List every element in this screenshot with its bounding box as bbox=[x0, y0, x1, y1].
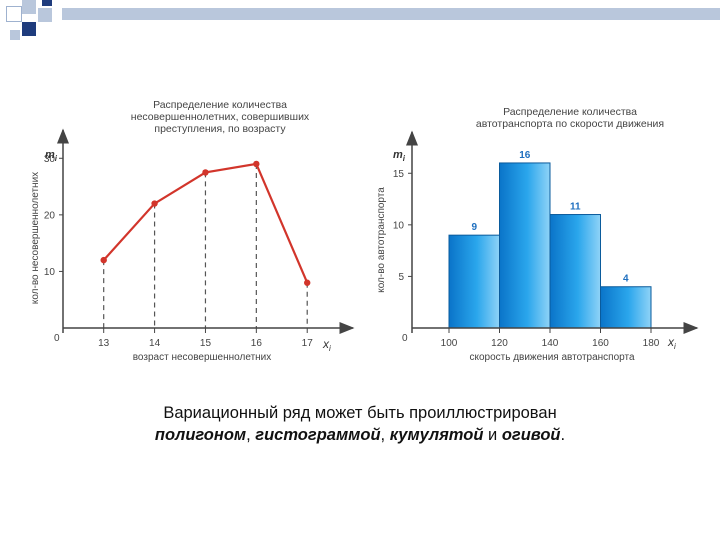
caption-term-cumulate: кумулятой bbox=[389, 426, 484, 444]
chart1-x-symbol: xi bbox=[322, 337, 331, 353]
caption-line-1: Вариационный ряд может быть проиллюстрир… bbox=[163, 404, 557, 422]
decor-top-bar bbox=[62, 8, 720, 20]
chart1-y-tick-label: 20 bbox=[44, 210, 56, 221]
chart2-y-tick-label: 5 bbox=[398, 272, 404, 283]
chart1-y-tick-label: 10 bbox=[44, 267, 56, 278]
chart2-y-symbol-sub: i bbox=[403, 154, 406, 163]
chart2-x-tick-label: 180 bbox=[643, 338, 660, 349]
chart2-title-line: Распределение количества bbox=[503, 106, 637, 118]
slide-caption: Вариационный ряд может быть проиллюстрир… bbox=[0, 402, 720, 446]
decor-square-2 bbox=[22, 0, 36, 14]
chart2-bar bbox=[448, 234, 500, 329]
caption-separator: и bbox=[483, 426, 502, 444]
chart1-data-point bbox=[304, 279, 311, 286]
caption-term-ogive: огивой bbox=[501, 426, 561, 444]
chart2-x-tick-label: 120 bbox=[491, 338, 508, 349]
decor-square-5 bbox=[10, 30, 20, 40]
chart1-xlabel: возраст несовершеннолетних bbox=[133, 352, 272, 363]
chart2-bar bbox=[549, 214, 601, 329]
caption-term-polygon: полигоном bbox=[154, 426, 247, 444]
chart2-x-symbol-sub: i bbox=[674, 342, 676, 351]
chart1-title-line: несовершеннолетних, совершивших bbox=[130, 111, 310, 123]
decor-square-4 bbox=[22, 22, 36, 36]
chart2-bar-value-label: 16 bbox=[519, 150, 531, 161]
chart2-x-tick-label: 160 bbox=[592, 338, 609, 349]
decor-square-1 bbox=[6, 6, 22, 22]
chart2-bar-value-label: 4 bbox=[623, 274, 629, 285]
chart1-title-line: преступления, по возрасту bbox=[154, 123, 286, 135]
caption-period: . bbox=[560, 426, 566, 444]
chart2-xlabel: скорость движения автотранспорта bbox=[469, 352, 635, 363]
chart1-x-tick-label: 13 bbox=[98, 338, 110, 349]
chart2-bar-value-label: 9 bbox=[471, 222, 477, 233]
chart2-x-symbol-main: x bbox=[667, 335, 675, 349]
chart1-x-tick-label: 16 bbox=[251, 338, 263, 349]
chart1-data-point bbox=[202, 169, 209, 176]
chart1-y-symbol-sub: i bbox=[55, 154, 58, 163]
chart1-x-symbol-sub: i bbox=[329, 344, 331, 353]
decor-square-3 bbox=[38, 8, 52, 22]
chart2-x-tick-label: 100 bbox=[441, 338, 458, 349]
chart1-y-tick-label: 30 bbox=[44, 154, 56, 165]
chart2-y-tick-label: 15 bbox=[393, 169, 405, 180]
caption-term-histogram: гистограммой bbox=[255, 426, 381, 444]
caption-separator: , bbox=[246, 426, 256, 444]
chart1-data-point bbox=[253, 160, 260, 168]
chart2-bar bbox=[499, 162, 551, 329]
chart1-title-line: Распределение количества bbox=[153, 99, 287, 111]
chart1-data-point bbox=[151, 200, 158, 207]
chart2-ylabel: кол-во автотранспорта bbox=[376, 187, 387, 293]
chart2-x-symbol: xi bbox=[667, 335, 676, 351]
chart1-ylabel: кол-во несовершеннолетних bbox=[30, 172, 41, 304]
chart1-title: Распределение количества несовершеннолет… bbox=[120, 99, 320, 135]
chart2-origin-label: 0 bbox=[402, 333, 408, 344]
chart2-x-tick-label: 140 bbox=[542, 338, 559, 349]
chart1-x-tick-label: 14 bbox=[149, 338, 161, 349]
chart2-title-line: автотранспорта по скорости движения bbox=[475, 118, 665, 130]
caption-separator: , bbox=[380, 426, 390, 444]
chart1-x-tick-label: 15 bbox=[200, 338, 212, 349]
chart2-bar bbox=[600, 286, 652, 329]
chart1-x-symbol-main: x bbox=[322, 337, 330, 351]
chart2-y-symbol: mi bbox=[393, 149, 406, 163]
decor-square-6 bbox=[42, 0, 52, 6]
chart1-data-point bbox=[100, 256, 107, 264]
chart1-y-symbol: mi bbox=[45, 149, 58, 163]
chart2-title: Распределение количества автотранспорта … bbox=[470, 106, 670, 130]
chart2-bar-value-label: 11 bbox=[570, 202, 581, 213]
chart2-y-symbol-main: m bbox=[393, 149, 403, 161]
chart1-y-symbol-main: m bbox=[45, 149, 55, 161]
caption-line-2: полигоном, гистограммой, кумулятой и оги… bbox=[0, 424, 720, 446]
chart1-origin-label: 0 bbox=[54, 333, 60, 344]
chart2-y-tick-label: 10 bbox=[393, 220, 405, 231]
chart1-polygon-line bbox=[102, 162, 309, 284]
chart1-x-tick-label: 17 bbox=[302, 338, 314, 349]
